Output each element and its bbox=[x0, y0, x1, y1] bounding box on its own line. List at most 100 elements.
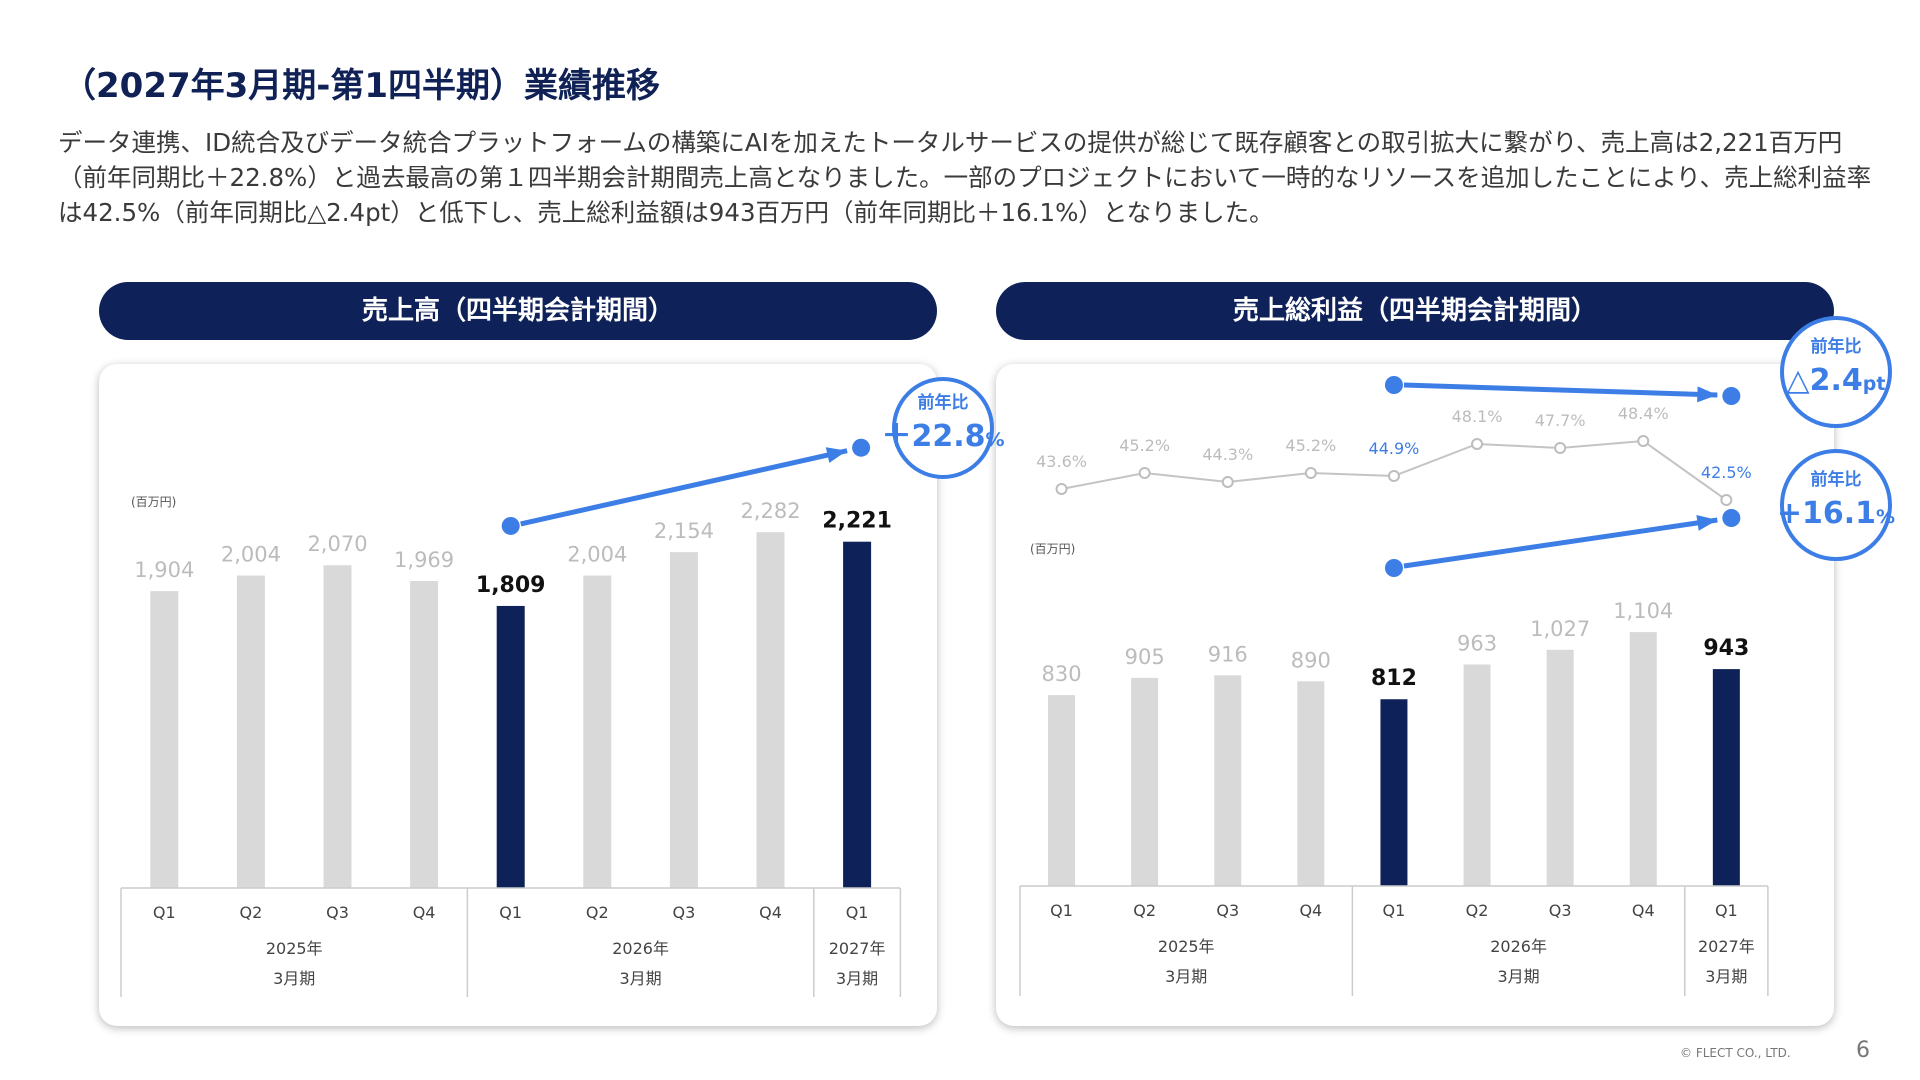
margin-rate-label: 45.2% bbox=[1285, 436, 1336, 455]
bar bbox=[410, 580, 439, 888]
rate-arrow-start-dot bbox=[1384, 376, 1403, 394]
yoy-badge bbox=[892, 377, 994, 479]
bar bbox=[1629, 632, 1657, 886]
data-label: 1,904 bbox=[134, 558, 194, 582]
tick-label: Q4 bbox=[759, 903, 782, 922]
tick-label: Q3 bbox=[673, 903, 696, 922]
group-label-period: 3月期 bbox=[620, 969, 662, 988]
data-label: 1,027 bbox=[1530, 617, 1590, 641]
tick-label: Q4 bbox=[1299, 901, 1322, 920]
data-label: 2,282 bbox=[740, 499, 800, 523]
tick-label: Q2 bbox=[586, 903, 609, 922]
group-label-year: 2025年 bbox=[266, 939, 323, 958]
data-label: 943 bbox=[1703, 636, 1749, 661]
rate-yoy-badge-number: △2.4 bbox=[1787, 363, 1863, 398]
margin-rate-point bbox=[1637, 435, 1650, 447]
margin-rate-point bbox=[1304, 467, 1317, 479]
data-label: 2,154 bbox=[654, 519, 714, 543]
tick-label: Q3 bbox=[1549, 901, 1572, 920]
group-label-year: 2026年 bbox=[1490, 937, 1547, 956]
rate-yoy-badge bbox=[1780, 316, 1892, 428]
data-label: 830 bbox=[1042, 662, 1082, 686]
profit-arrow-start-dot bbox=[1384, 559, 1403, 577]
profit-yoy-badge-label: 前年比 bbox=[1811, 469, 1862, 490]
tick-label: Q1 bbox=[153, 903, 176, 922]
yoy-badge-number: ＋22.8 bbox=[881, 419, 985, 454]
group-label-period: 3月期 bbox=[836, 969, 878, 988]
data-label: 963 bbox=[1457, 632, 1497, 656]
margin-rate-label: 44.9% bbox=[1369, 439, 1420, 458]
bar bbox=[236, 575, 265, 888]
margin-rate-label: 43.6% bbox=[1036, 452, 1087, 471]
margin-rate-point bbox=[1055, 483, 1068, 495]
profit-arrow-end-dot bbox=[1722, 509, 1741, 527]
bar bbox=[1712, 669, 1740, 886]
margin-rate-point bbox=[1221, 476, 1234, 488]
group-label-period: 3月期 bbox=[1165, 967, 1207, 986]
margin-rate-point bbox=[1554, 442, 1567, 454]
profit-yoy-badge bbox=[1780, 449, 1892, 561]
profit-yoy-arrow bbox=[1403, 517, 1718, 569]
group-label-year: 2027年 bbox=[1698, 937, 1755, 956]
tick-label: Q1 bbox=[1050, 901, 1073, 920]
yoy-badge-value: ＋22.8% bbox=[881, 419, 1004, 454]
tick-label: Q2 bbox=[240, 903, 263, 922]
tick-label: Q3 bbox=[1216, 901, 1239, 920]
margin-rate-point bbox=[1387, 470, 1400, 482]
margin-rate-point bbox=[1720, 494, 1733, 506]
tick-label: Q4 bbox=[413, 903, 436, 922]
yoy-arrow bbox=[520, 448, 848, 527]
bar bbox=[1048, 695, 1076, 886]
page-number: 6 bbox=[1856, 1038, 1870, 1063]
tick-label: Q2 bbox=[1466, 901, 1489, 920]
bar bbox=[1214, 675, 1242, 886]
bar bbox=[1463, 664, 1491, 886]
group-label-year: 2027年 bbox=[829, 939, 886, 958]
tick-label: Q1 bbox=[846, 903, 869, 922]
tick-label: Q4 bbox=[1632, 901, 1655, 920]
rate-arrow-end-dot bbox=[1722, 387, 1741, 405]
margin-rate-label: 47.7% bbox=[1535, 411, 1586, 430]
data-label: 1,809 bbox=[476, 573, 546, 598]
bar bbox=[756, 532, 785, 888]
rate-yoy-badge-label: 前年比 bbox=[1811, 336, 1862, 357]
unit-label: (百万円) bbox=[1030, 542, 1075, 556]
group-label-period: 3月期 bbox=[1498, 967, 1540, 986]
bar bbox=[496, 605, 525, 888]
margin-rate-label: 44.3% bbox=[1202, 445, 1253, 464]
bar bbox=[1297, 681, 1325, 886]
margin-rate-label: 42.5% bbox=[1701, 463, 1752, 482]
data-label: 905 bbox=[1125, 645, 1165, 669]
bar bbox=[1380, 699, 1408, 886]
bar bbox=[1131, 677, 1159, 886]
group-label-period: 3月期 bbox=[1705, 967, 1747, 986]
data-label: 812 bbox=[1371, 666, 1417, 691]
tick-label: Q2 bbox=[1133, 901, 1156, 920]
rate-yoy-badge-value: △2.4pt bbox=[1787, 363, 1886, 398]
revenue-chart-header: 売上高（四半期会計期間） bbox=[99, 282, 937, 340]
bar bbox=[583, 575, 612, 888]
data-label: 2,004 bbox=[567, 543, 627, 567]
group-label-year: 2025年 bbox=[1158, 937, 1215, 956]
page-title: （2027年3月期-第1四半期）業績推移 bbox=[62, 66, 661, 106]
group-label-period: 3月期 bbox=[273, 969, 315, 988]
yoy-arrow-head bbox=[825, 447, 848, 463]
yoy-badge-label: 前年比 bbox=[918, 392, 969, 413]
data-label: 1,104 bbox=[1613, 599, 1673, 623]
group-label-year: 2026年 bbox=[612, 939, 669, 958]
margin-rate-point bbox=[1138, 467, 1151, 479]
summary-text: データ連携、ID統合及びデータ統合プラットフォームの構築にAIを加えたトータルサ… bbox=[58, 128, 1872, 227]
bar bbox=[1546, 649, 1574, 886]
margin-rate-label: 45.2% bbox=[1119, 436, 1170, 455]
arrow-start-dot bbox=[501, 516, 520, 535]
data-label: 916 bbox=[1208, 642, 1248, 666]
margin-rate-label: 48.4% bbox=[1618, 404, 1669, 423]
bar bbox=[323, 565, 352, 888]
bar bbox=[150, 591, 179, 888]
bar bbox=[843, 541, 872, 888]
tick-label: Q1 bbox=[1383, 901, 1406, 920]
profit-yoy-badge-number: +16.1 bbox=[1777, 496, 1876, 531]
data-label: 2,070 bbox=[307, 532, 367, 556]
profit-yoy-arrow-head bbox=[1696, 515, 1718, 531]
